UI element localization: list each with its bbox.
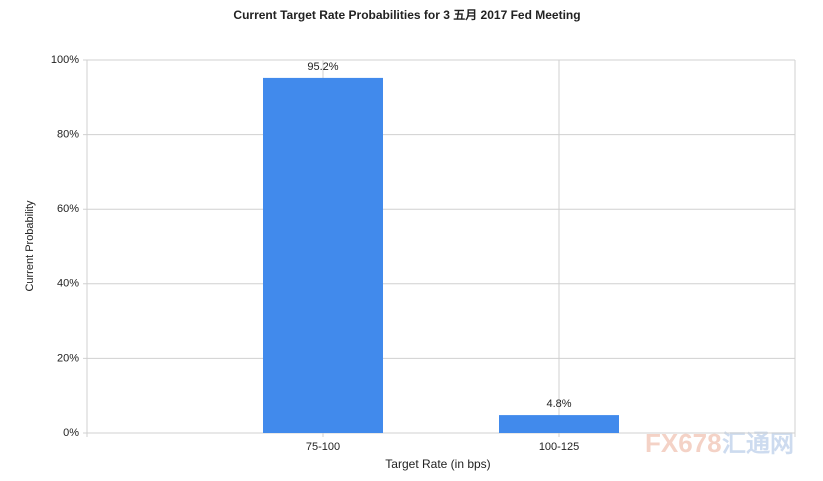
y-tick-label: 80% [57, 129, 79, 141]
x-tick-label: 75-100 [306, 441, 340, 453]
watermark-name: 汇通网 [722, 430, 794, 457]
bar [263, 77, 383, 434]
y-tick-label: 0% [63, 427, 79, 439]
value-label: 4.8% [546, 398, 571, 410]
value-label: 95.2% [307, 61, 338, 73]
x-tick-label: 100-125 [539, 441, 579, 453]
bar [499, 415, 619, 433]
y-axis-label: Current Probability [24, 200, 36, 292]
y-tick-label: 100% [51, 54, 79, 66]
x-axis-label: Target Rate (in bps) [385, 457, 490, 471]
y-tick-label: 40% [57, 278, 79, 290]
watermark-brand: FX678 [645, 428, 722, 458]
chart-title: Current Target Rate Probabilities for 3 … [233, 8, 580, 22]
y-tick-label: 60% [57, 203, 79, 215]
y-tick-label: 20% [57, 352, 79, 364]
